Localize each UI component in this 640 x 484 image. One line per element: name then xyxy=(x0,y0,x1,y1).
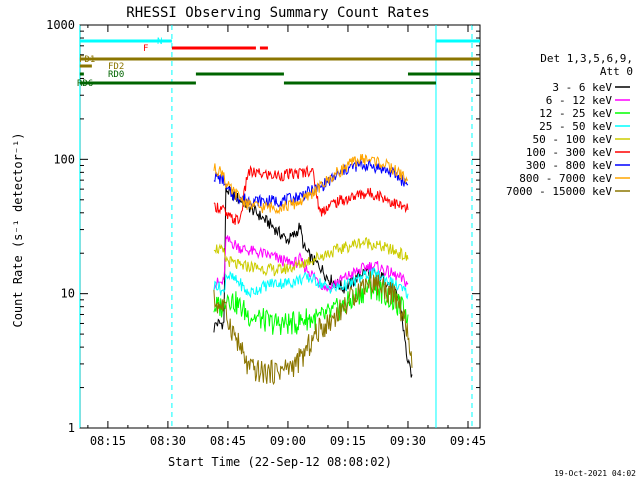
legend-label: 6 - 12 keV xyxy=(546,94,613,107)
footer-date: 19-Oct-2021 04:02 xyxy=(554,469,636,478)
legend-header-line: Det 1,3,5,6,9, xyxy=(540,52,633,65)
x-tick-label: 09:15 xyxy=(330,434,366,448)
series-line-8 xyxy=(213,154,409,215)
legend-label: 800 - 7000 keV xyxy=(519,172,612,185)
series-line-7 xyxy=(213,158,409,209)
legend-label: 25 - 50 keV xyxy=(539,120,612,133)
flag-label-rd0: RD0 xyxy=(108,70,124,80)
plot-area: 08:15 08:30 08:45 09:00 09:15 09:30 09:45 1 10 10… xyxy=(46,18,486,448)
legend-label: 100 - 300 keV xyxy=(526,146,612,159)
flag-label-fd1: FD1 xyxy=(79,55,95,65)
x-tick-label: 08:15 xyxy=(90,434,126,448)
legend-header-line: Att 0 xyxy=(600,65,633,78)
x-tick-label: 09:00 xyxy=(270,434,306,448)
legend-label: 7000 - 15000 keV xyxy=(506,185,612,198)
flag-label-rd6: RD6 xyxy=(77,79,93,89)
y-tick-label: 10 xyxy=(61,287,75,301)
x-tick-label: 09:30 xyxy=(390,434,426,448)
y-axis-label: Count Rate (s⁻¹ detector⁻¹) xyxy=(11,132,25,327)
series-line-9 xyxy=(213,271,413,386)
legend-label: 12 - 25 keV xyxy=(539,107,612,120)
series-line-5 xyxy=(213,237,409,277)
y-tick-label: 1 xyxy=(68,421,75,435)
chart-title: RHESSI Observing Summary Count Rates xyxy=(126,5,429,21)
x-tick-label: 08:45 xyxy=(210,434,246,448)
legend-label: 50 - 100 keV xyxy=(533,133,613,146)
legend-label: 300 - 800 keV xyxy=(526,159,612,172)
legend-label: 3 - 6 keV xyxy=(552,81,612,94)
x-tick-label: 09:45 xyxy=(450,434,486,448)
series-line-6 xyxy=(213,164,409,225)
flag-label-fd2: FD2 xyxy=(108,62,124,72)
x-tick-label: 08:30 xyxy=(150,434,186,448)
flag-label-f: F xyxy=(143,44,148,54)
y-tick-label: 100 xyxy=(53,152,75,166)
y-tick-label: 1000 xyxy=(46,18,75,32)
series-line-2 xyxy=(213,235,409,292)
x-axis-label: Start Time (22-Sep-12 08:08:02) xyxy=(168,455,392,469)
flag-label-n: N xyxy=(157,37,162,47)
